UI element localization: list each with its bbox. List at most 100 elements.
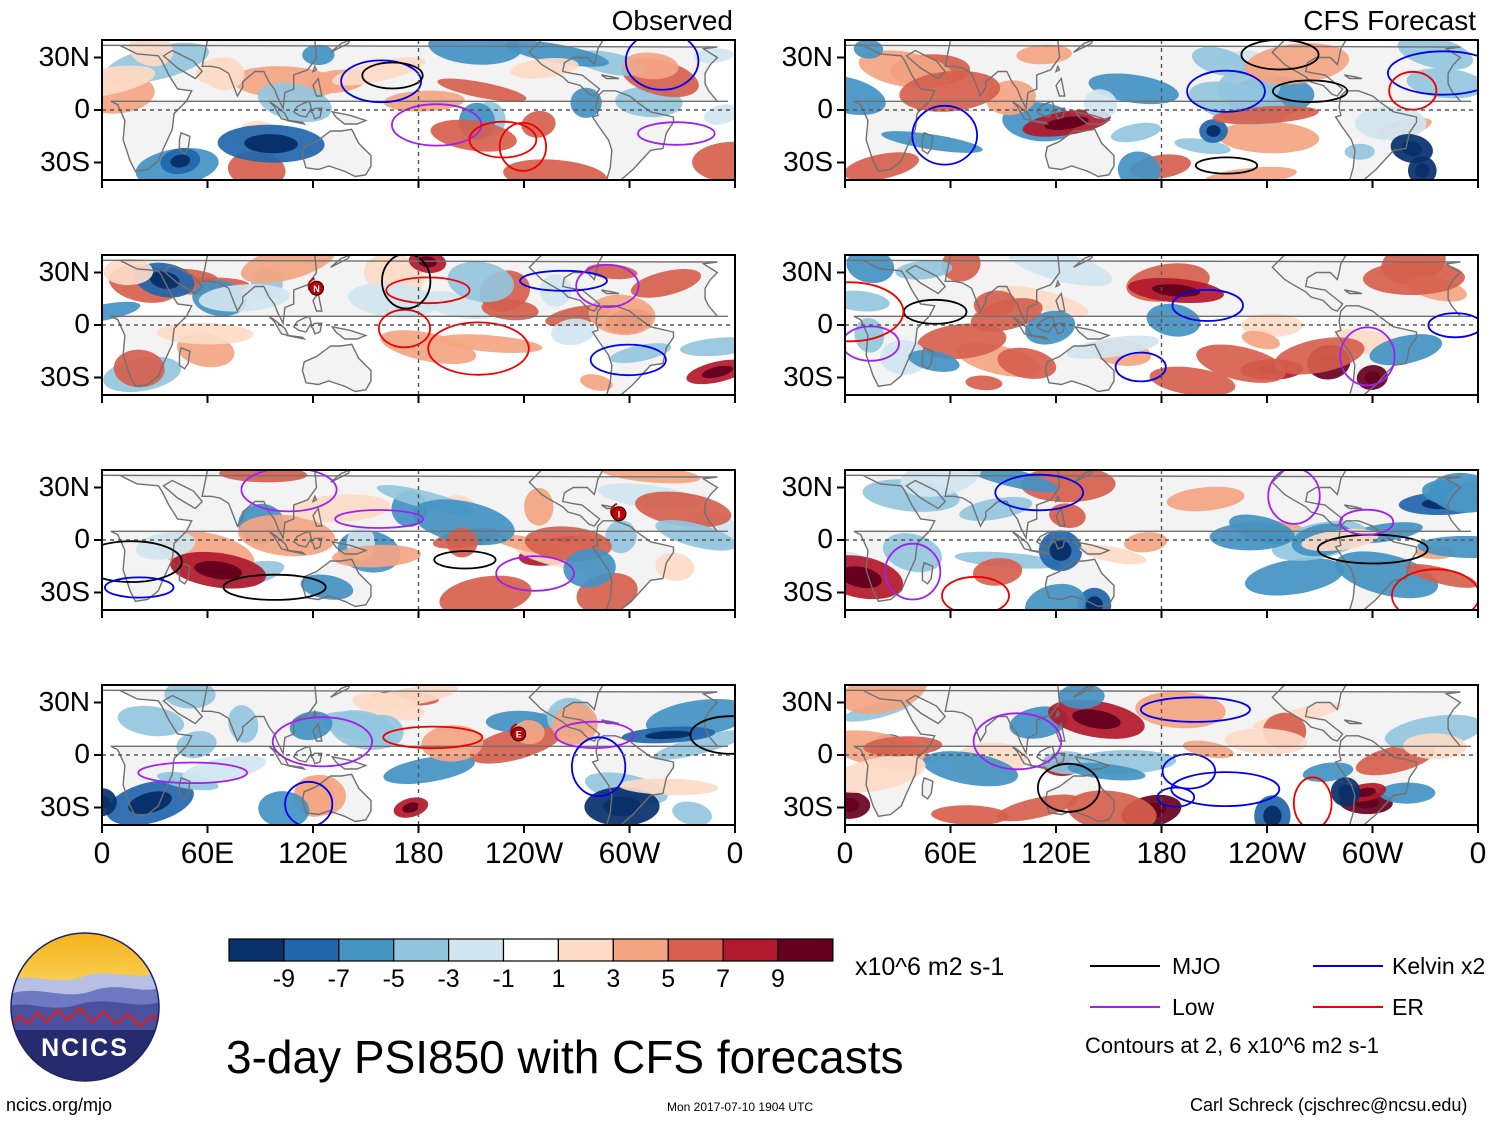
coastline bbox=[1044, 558, 1115, 608]
map-panel bbox=[102, 40, 735, 180]
colorbar-label: -7 bbox=[327, 965, 350, 993]
panel-tag: CFS Forecast bbox=[1303, 5, 1476, 36]
colorbar-label: 9 bbox=[771, 965, 785, 993]
anomaly-shading bbox=[1338, 784, 1353, 800]
coastline bbox=[1035, 315, 1055, 333]
coastline bbox=[330, 110, 368, 125]
anomaly-shading bbox=[240, 255, 336, 284]
coastline bbox=[1044, 128, 1115, 178]
x-axis-label: 0 bbox=[836, 837, 854, 870]
coastline bbox=[178, 561, 191, 585]
coastline bbox=[905, 694, 947, 725]
anomaly-shading bbox=[605, 520, 637, 554]
coastline bbox=[1035, 530, 1055, 548]
anomaly-shading bbox=[853, 40, 884, 59]
anomaly-shading bbox=[1044, 116, 1089, 131]
anomaly-shading bbox=[447, 261, 514, 303]
anomaly-shading bbox=[1079, 544, 1147, 565]
coastline bbox=[1073, 755, 1111, 770]
storm-letter: N bbox=[313, 284, 320, 294]
coastline bbox=[845, 689, 1471, 818]
coastline bbox=[162, 694, 204, 725]
coastline bbox=[905, 479, 947, 510]
wave-contour bbox=[1240, 40, 1320, 71]
x-axis-label: 180 bbox=[393, 837, 444, 870]
map-panel bbox=[102, 470, 735, 610]
anomaly-shading bbox=[880, 340, 928, 375]
coastline bbox=[944, 470, 1061, 541]
anomaly-shading bbox=[1146, 303, 1201, 337]
anomaly-shading bbox=[1379, 782, 1436, 804]
coastline bbox=[1073, 40, 1094, 53]
y-axis-label: 0 bbox=[74, 308, 90, 339]
wave-contour bbox=[390, 103, 483, 147]
anomaly-shading bbox=[289, 711, 333, 741]
footer-timestamp: Mon 2017-07-10 1904 UTC bbox=[667, 1100, 814, 1114]
coastline bbox=[1344, 74, 1363, 80]
coastline bbox=[330, 755, 368, 770]
anomaly-shading bbox=[300, 574, 354, 600]
anomaly-shading bbox=[655, 519, 735, 551]
footer-url[interactable]: ncics.org/mjo bbox=[6, 1095, 113, 1115]
anomaly-shading bbox=[1067, 790, 1157, 825]
y-axis-label: 30S bbox=[783, 360, 833, 392]
coastline bbox=[528, 470, 604, 527]
coastline bbox=[591, 520, 675, 610]
anomaly-shading bbox=[164, 685, 216, 709]
anomaly-shading bbox=[1241, 330, 1280, 350]
anomaly-shading bbox=[244, 134, 298, 154]
anomaly-shading bbox=[1429, 472, 1478, 513]
wave-contour bbox=[433, 550, 497, 570]
x-axis-label: 60W bbox=[598, 837, 661, 870]
anomaly-shading bbox=[348, 282, 439, 318]
wave-contour bbox=[498, 121, 548, 172]
anomaly-shading bbox=[1263, 805, 1282, 825]
colorbar-label: 3 bbox=[606, 965, 621, 993]
anomaly-shading bbox=[228, 705, 259, 743]
coastline bbox=[286, 334, 307, 341]
anomaly-shading bbox=[652, 729, 735, 761]
wave-contour bbox=[385, 276, 471, 305]
anomaly-shading bbox=[1415, 163, 1430, 178]
y-axis-label: 30N bbox=[38, 40, 90, 72]
anomaly-shading bbox=[996, 794, 1079, 822]
anomaly-shading bbox=[645, 730, 692, 740]
wave-contour bbox=[1339, 326, 1396, 387]
anomaly-shading bbox=[302, 44, 335, 66]
wave-contour bbox=[137, 761, 248, 785]
wave-contour bbox=[575, 263, 640, 308]
wave-contour bbox=[1427, 312, 1478, 339]
colorbar-label: -3 bbox=[437, 965, 460, 993]
coastline bbox=[178, 346, 191, 370]
anomaly-shading bbox=[1364, 371, 1381, 384]
coastline bbox=[1035, 100, 1055, 118]
coastline bbox=[921, 776, 934, 800]
anomaly-shading bbox=[446, 527, 478, 558]
coastline bbox=[845, 44, 1471, 173]
wave-contour bbox=[468, 120, 538, 159]
anomaly-shading bbox=[421, 725, 484, 762]
colorbar-label: -5 bbox=[382, 965, 405, 993]
wave-contour bbox=[382, 725, 484, 750]
x-axis-label: 0 bbox=[726, 837, 744, 870]
colorbar-units: x10^6 m2 s-1 bbox=[855, 953, 1005, 981]
colorbar-label: 5 bbox=[661, 965, 676, 993]
coastline bbox=[1055, 506, 1066, 527]
tropical-storm-marker: N bbox=[307, 277, 325, 296]
anomaly-shading bbox=[931, 805, 1009, 825]
y-axis-label: 30S bbox=[40, 790, 90, 822]
anomaly-shading bbox=[679, 337, 735, 357]
y-axis-label: 30N bbox=[38, 255, 90, 287]
coastline bbox=[1344, 504, 1363, 510]
coastline bbox=[1334, 735, 1418, 825]
colorbar-swatch bbox=[777, 938, 834, 962]
coastline bbox=[310, 322, 323, 335]
wave-contour bbox=[1388, 70, 1438, 111]
map-panel bbox=[845, 470, 1478, 610]
anomaly-shading bbox=[258, 791, 310, 825]
anomaly-shading bbox=[503, 159, 608, 180]
anomaly-shading bbox=[1058, 685, 1105, 710]
anomaly-shading bbox=[580, 374, 613, 391]
x-axis-label: 60E bbox=[180, 837, 235, 870]
